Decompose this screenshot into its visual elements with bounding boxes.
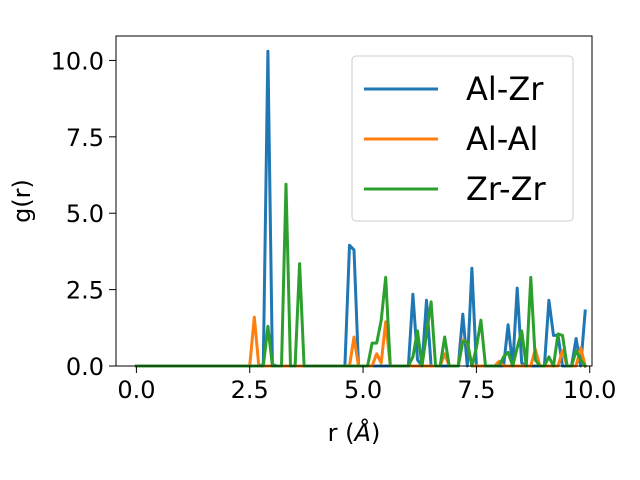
y-tick-label: 2.5 — [66, 277, 104, 305]
y-axis-label: g(r) — [8, 179, 36, 223]
axis-ticks: 0.0 2.5 5.0 7.5 10.0 0.0 2.5 5.0 7.5 10.0 — [51, 47, 617, 404]
y-tick-label: 5.0 — [66, 200, 104, 228]
legend-label: Al-Al — [466, 120, 538, 158]
legend-box — [351, 55, 574, 222]
y-tick-label: 7.5 — [66, 124, 104, 152]
x-tick-label: 7.5 — [457, 376, 495, 404]
x-tick-label: 5.0 — [344, 376, 382, 404]
legend: Al-Zr Al-Al Zr-Zr — [351, 55, 574, 222]
x-tick-label: 10.0 — [563, 376, 616, 404]
x-tick-label: 2.5 — [231, 376, 269, 404]
legend-label: Al-Zr — [466, 70, 544, 108]
plot-frame — [115, 35, 593, 367]
y-tick-label: 0.0 — [66, 353, 104, 381]
x-tick-label: 0.0 — [117, 376, 155, 404]
x-axis-label: r (Å) — [328, 418, 381, 447]
legend-label: Zr-Zr — [466, 170, 547, 208]
y-tick-label: 10.0 — [51, 47, 104, 75]
